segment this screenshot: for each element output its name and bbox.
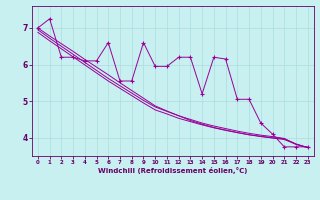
X-axis label: Windchill (Refroidissement éolien,°C): Windchill (Refroidissement éolien,°C) [98, 167, 247, 174]
